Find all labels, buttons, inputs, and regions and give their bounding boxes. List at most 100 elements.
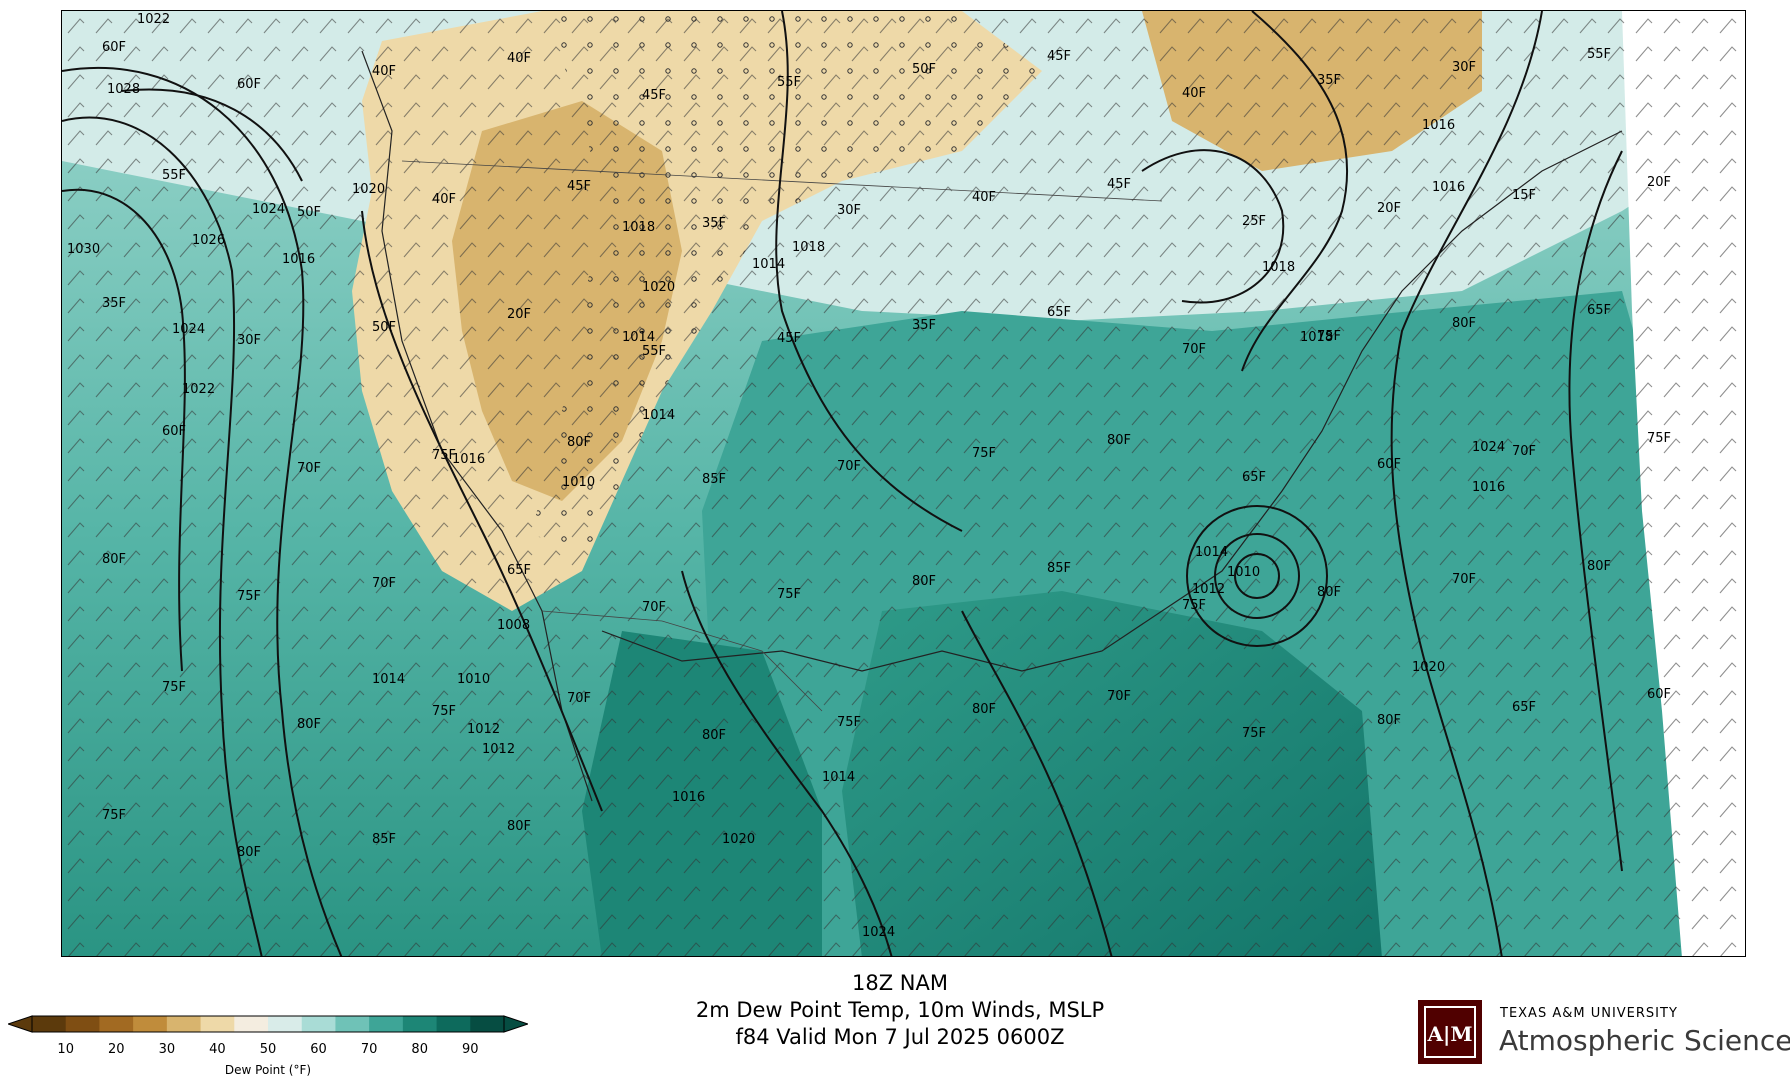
dew-point-value-label: 65F: [1512, 700, 1536, 715]
dew-point-value-label: 20F: [1647, 175, 1671, 190]
isobar-value-label: 1018: [622, 220, 655, 235]
dew-point-value-label: 80F: [1452, 316, 1476, 331]
isobar-line: [62, 188, 186, 672]
isobar-value-label: 1016: [1432, 180, 1465, 195]
colorbar-tick-label: 10: [57, 1042, 74, 1057]
isobar-value-label: 1014: [622, 330, 655, 345]
dew-point-value-label: 20F: [507, 307, 531, 322]
low-center-isobar: [1234, 553, 1280, 599]
isobar-value-label: 1016: [1472, 480, 1505, 495]
dew-point-value-label: 75F: [837, 715, 861, 730]
title-block: 18Z NAM 2m Dew Point Temp, 10m Winds, MS…: [590, 970, 1210, 1051]
colorbar-label: Dew Point (°F): [224, 1063, 312, 1077]
isobar-value-label: 1018: [1262, 260, 1295, 275]
dew-point-value-label: 80F: [912, 574, 936, 589]
dew-point-value-label: 80F: [297, 717, 321, 732]
dew-point-value-label: 25F: [1242, 214, 1266, 229]
dew-point-value-label: 60F: [237, 77, 261, 92]
dew-point-value-label: 80F: [972, 702, 996, 717]
dew-point-value-label: 80F: [1587, 559, 1611, 574]
isobar-value-label: 1014: [822, 770, 855, 785]
isobar-line: [961, 610, 1113, 956]
colorbar-swatch: [268, 1016, 303, 1032]
isobar-line: [1141, 149, 1285, 304]
isobar-value-label: 1020: [642, 280, 675, 295]
colorbar-swatch: [65, 1016, 100, 1032]
dew-point-value-label: 75F: [432, 448, 456, 463]
dew-point-value-label: 30F: [237, 333, 261, 348]
isobar-line: [681, 570, 893, 956]
dew-point-map: 1022 1028 1030 1026 1024 1020 1016 1022 1014 1012…: [62, 11, 1745, 956]
isobar-value-label: 1008: [497, 618, 530, 633]
model-run: 18Z NAM: [852, 971, 948, 995]
svg-text:A|M: A|M: [1427, 1022, 1473, 1046]
isobar-line: [775, 11, 963, 532]
colorbar-tick-label: 20: [108, 1042, 125, 1057]
product-name: 2m Dew Point Temp, 10m Winds, MSLP: [695, 998, 1105, 1022]
dew-point-value-label: 40F: [972, 190, 996, 205]
dew-point-value-label: 35F: [912, 318, 936, 333]
dew-point-value-label: 15F: [1512, 188, 1536, 203]
isobar-value-label: 1022: [182, 382, 215, 397]
dew-point-value-label: 35F: [702, 216, 726, 231]
isobar-value-label: 1010: [1227, 565, 1260, 580]
dew-point-value-label: 45F: [642, 88, 666, 103]
isobar-line: [62, 116, 263, 956]
isobar-line: [361, 210, 603, 812]
dew-point-value-label: 30F: [837, 203, 861, 218]
dew-point-value-label: 55F: [642, 344, 666, 359]
colorbar-tick-label: 30: [158, 1042, 176, 1057]
colorbar-swatch: [166, 1016, 202, 1032]
dew-point-value-label: 60F: [1647, 687, 1671, 702]
dew-point-value-label: 55F: [162, 168, 186, 183]
colorbar-low-arrow: [6, 1015, 33, 1033]
dew-point-value-label: 80F: [102, 552, 126, 567]
colorbar-tick-label: 60: [310, 1042, 327, 1057]
dew-point-value-label: 75F: [972, 446, 996, 461]
isobar-value-label: 1014: [752, 257, 785, 272]
dew-point-value-label: 45F: [1047, 49, 1071, 64]
dew-point-value-label: 85F: [372, 832, 396, 847]
colorbar-swatch: [200, 1016, 235, 1032]
dew-point-value-label: 20F: [1377, 201, 1401, 216]
dew-point-value-label: 45F: [777, 331, 801, 346]
dew-point-value-label: 50F: [912, 62, 936, 77]
dew-point-value-label: 50F: [297, 205, 321, 220]
isobar-value-label: 1010: [562, 475, 595, 490]
isobar-value-label: 1028: [107, 82, 140, 97]
dew-point-value-label: 75F: [102, 808, 126, 823]
dew-point-value-label: 75F: [1182, 598, 1206, 613]
valid-time: f84 Valid Mon 7 Jul 2025 0600Z: [735, 1025, 1065, 1049]
isobar-value-label: 1024: [172, 322, 205, 337]
isobar-value-label: 1012: [467, 722, 500, 737]
isobar-value-label: 1016: [452, 452, 485, 467]
dew-point-value-label: 75F: [237, 589, 261, 604]
dew-point-value-label: 45F: [1107, 177, 1131, 192]
isobar-value-label: 1020: [1412, 660, 1445, 675]
dew-point-value-label: 35F: [102, 296, 126, 311]
isobar-value-label: 1010: [457, 672, 490, 687]
colorbar-swatch: [99, 1016, 134, 1032]
us-canada-border: [401, 160, 1163, 202]
dew-point-value-label: 65F: [507, 563, 531, 578]
isobar-value-label: 1014: [1195, 545, 1228, 560]
dew-point-value-label: 40F: [1182, 86, 1206, 101]
dew-point-value-label: 70F: [1182, 342, 1206, 357]
isobar-line: [1568, 150, 1623, 872]
colorbar-swatch: [234, 1016, 269, 1032]
dew-point-value-label: 80F: [507, 819, 531, 834]
isobar-layer: [62, 11, 1623, 956]
university-name: TEXAS A&M UNIVERSITY: [1500, 1006, 1678, 1021]
calm-wind-layer: [532, 11, 1042, 571]
isobar-line: [121, 88, 303, 182]
dew-point-value-label: 70F: [297, 461, 321, 476]
dew-point-value-label: 55F: [1587, 47, 1611, 62]
dew-point-value-label: 40F: [372, 64, 396, 79]
dew-point-value-label: 80F: [1107, 433, 1131, 448]
isobar-value-label: 1024: [252, 202, 285, 217]
dew-point-value-label: 75F: [1317, 329, 1341, 344]
dew-point-value-label: 70F: [642, 600, 666, 615]
dew-point-value-label: 85F: [702, 472, 726, 487]
dew-point-value-label: 70F: [1512, 444, 1536, 459]
isobar-value-label: 1018: [1300, 330, 1333, 345]
